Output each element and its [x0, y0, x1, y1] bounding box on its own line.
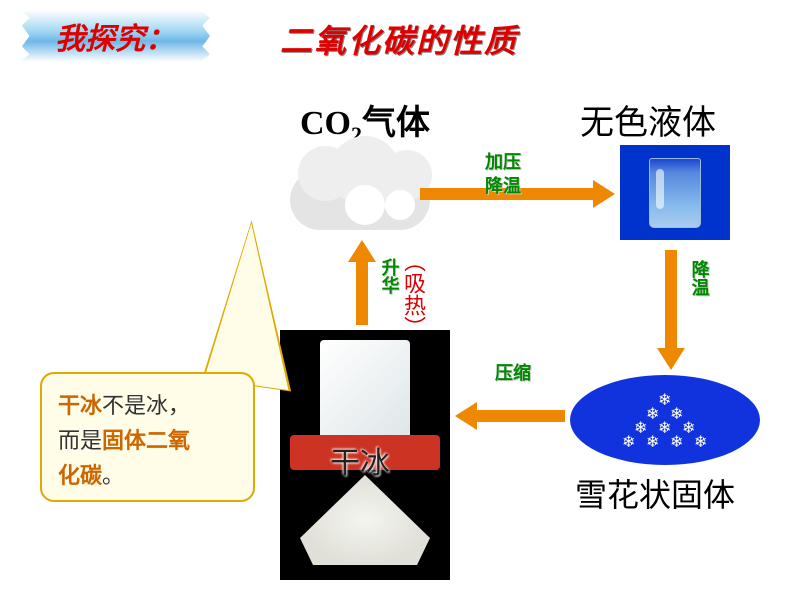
node-label-liquid: 无色液体 [580, 95, 716, 144]
arrow-liquid-to-snow [665, 250, 677, 350]
arrow-label-compress: 压缩 [495, 363, 531, 385]
gas-cloud-icon [290, 140, 430, 240]
snow-solid-icon: ❄ ❄ ❄ ❄ ❄ ❄ ❄ ❄ ❄ ❄ [570, 375, 760, 465]
liquid-beaker-icon [620, 145, 730, 240]
arrow-label-cool-2: 降温 [688, 260, 710, 296]
explore-banner-text: 我探究： [55, 14, 175, 58]
arrow-dryice-to-gas [356, 260, 368, 325]
node-label-dryice: 干冰 [330, 438, 390, 482]
arrow-label-pressurize: 加压 [485, 152, 521, 174]
node-label-snow: 雪花状固体 [575, 470, 735, 516]
arrow-label-cool-1: 降温 [485, 176, 521, 198]
arrow-snow-to-dryice [475, 410, 565, 422]
dryice-callout: 干冰不是冰，而是固体二氧化碳。 [40, 372, 255, 502]
arrow-note-absorb-heat: （吸热） [402, 250, 424, 338]
explore-banner: 我探究： [20, 10, 210, 62]
page-title: 二氧化碳的性质 [280, 16, 518, 62]
arrow-label-sublimate: 升华 [378, 258, 400, 294]
